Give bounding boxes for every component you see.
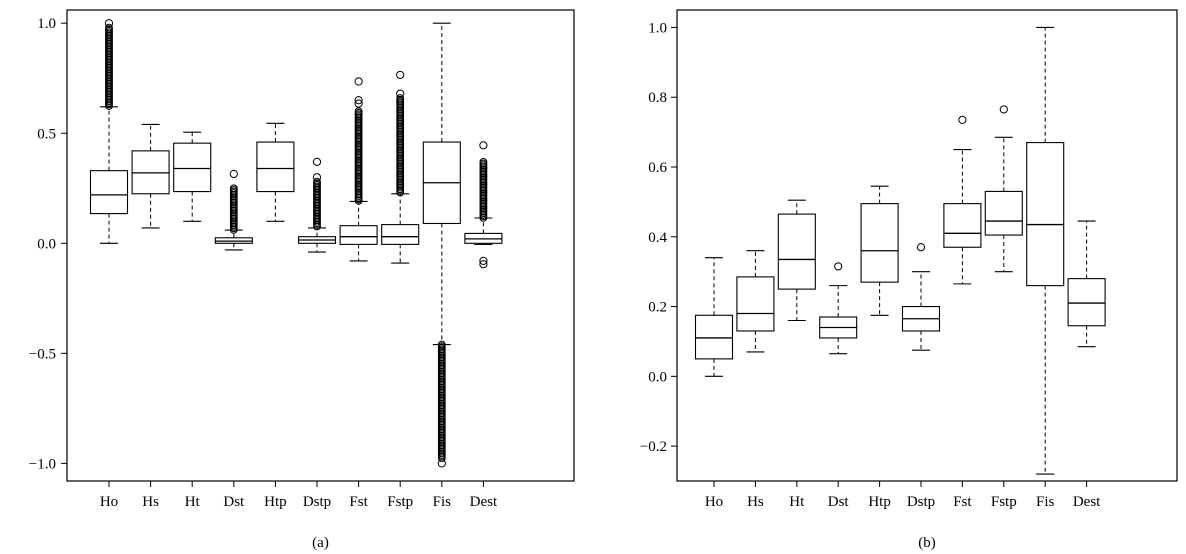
y-tick-label: −0.2 [640, 439, 667, 455]
panel-caption: (a) [312, 535, 329, 551]
plot-frame [676, 9, 1178, 482]
box-Dest [464, 141, 503, 269]
x-tick-label: Ht [185, 494, 201, 510]
iqr-box [381, 224, 420, 245]
outlier-point [479, 260, 488, 269]
outlier-point [479, 256, 488, 266]
outlier-point [312, 157, 322, 166]
x-tick-label: Hs [142, 494, 159, 510]
outlier-point [354, 77, 363, 86]
iqr-box [1067, 278, 1106, 327]
y-tick-label: 0.4 [648, 230, 667, 246]
outlier-point [313, 222, 321, 231]
box-Ht [777, 199, 816, 322]
box-Htp [256, 122, 295, 222]
x-tick-label: Ho [100, 494, 118, 510]
x-tick-label: Fst [349, 494, 368, 510]
x-tick-label: Dstp [907, 494, 935, 510]
box-Fis [1026, 26, 1065, 475]
y-tick-label: 0.5 [37, 126, 56, 142]
y-tick-label: 1.0 [37, 16, 56, 32]
outlier-point [104, 19, 114, 28]
x-tick-label: Fstp [387, 494, 413, 510]
iqr-box [860, 203, 899, 283]
outlier-point [479, 213, 488, 222]
iqr-box [339, 225, 378, 245]
box-Fis [422, 22, 461, 468]
box-Hs [131, 123, 170, 229]
box-Fst [339, 77, 378, 262]
x-tick-label: Dest [470, 494, 498, 510]
x-tick-label: Ht [789, 494, 805, 510]
y-tick-label: 0.6 [648, 160, 667, 176]
box-Dest [1067, 220, 1106, 348]
outlier-point [229, 225, 238, 234]
x-tick-label: Fis [433, 494, 452, 510]
panel-caption: (b) [918, 535, 936, 551]
iqr-box [89, 170, 129, 215]
outlier-point [396, 188, 405, 197]
outlier-point [437, 459, 446, 468]
outlier-point [479, 141, 488, 150]
outlier-point [916, 243, 926, 252]
box-Dst [819, 262, 858, 355]
outlier-point [105, 102, 113, 110]
panel-b: −0.2 0.0 0.2 0.4 0.6 0.8 1.0 Ho Hs Ht Dst Htp Dstp Fs… [640, 9, 1178, 551]
x-tick-label: Htp [868, 494, 891, 510]
y-tick-label: 0.0 [648, 369, 667, 385]
iqr-box [943, 203, 982, 248]
outlier-point [396, 89, 405, 98]
x-tick-label: Ho [705, 494, 723, 510]
outlier-point [437, 454, 446, 463]
outlier-point [834, 262, 843, 271]
panel-a: −1.0 −0.5 0.0 0.5 1.0 Ho Hs Ht Dst Htp Dstp Fst Fstp… [29, 9, 575, 551]
x-tick-label: Hs [747, 494, 764, 510]
y-tick-label: −0.5 [29, 346, 56, 362]
x-tick-label: Fst [953, 494, 972, 510]
box-Fstp [381, 70, 420, 264]
x-tick-label: Dst [223, 494, 245, 510]
box-Htp [860, 185, 899, 316]
box-Ht [173, 131, 212, 222]
outlier-point [229, 169, 238, 179]
x-tick-label: Dstp [303, 494, 331, 510]
x-tick-label: Dst [828, 494, 850, 510]
box-Ho [89, 19, 129, 244]
outlier-point [354, 99, 363, 108]
box-Dstp [297, 157, 337, 253]
y-tick-label: −1.0 [29, 456, 56, 472]
x-tick-label: Fstp [991, 494, 1017, 510]
x-tick-label: Htp [264, 494, 287, 510]
plot-frame [66, 9, 575, 482]
box-Hs [736, 250, 775, 353]
iqr-box [173, 142, 212, 193]
outlier-point [999, 105, 1008, 114]
iqr-box [256, 141, 295, 193]
box-Fstp [984, 105, 1023, 273]
box-Ho [694, 257, 734, 377]
x-tick-label: Dest [1073, 494, 1101, 510]
box-Dst [214, 169, 253, 251]
iqr-box [777, 213, 816, 290]
iqr-box [1026, 142, 1065, 287]
x-tick-label: Fis [1036, 494, 1055, 510]
outlier-point [396, 70, 405, 80]
box-Fst [943, 115, 982, 285]
iqr-box [984, 190, 1023, 236]
outlier-point [354, 96, 363, 105]
outlier-point [958, 115, 967, 125]
box-Dstp [901, 243, 941, 351]
iqr-box [694, 314, 734, 360]
y-tick-label: 1.0 [648, 20, 667, 36]
y-tick-label: 0.2 [648, 300, 667, 316]
iqr-box [736, 276, 775, 332]
y-tick-label: 0.0 [37, 236, 56, 252]
outlier-point [354, 196, 363, 205]
y-tick-label: 0.8 [648, 90, 667, 106]
outlier-point [312, 173, 322, 182]
